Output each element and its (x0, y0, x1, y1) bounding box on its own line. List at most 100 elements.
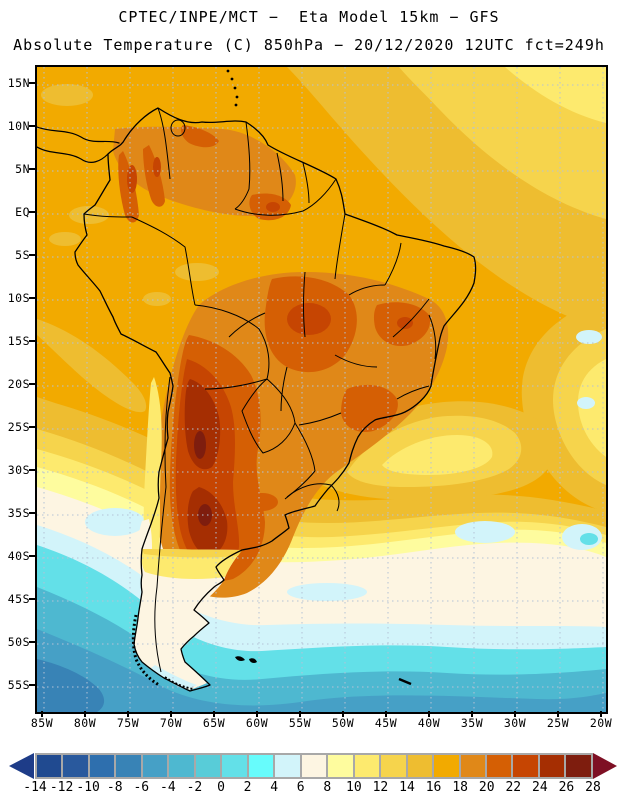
colorbar-cell (89, 755, 117, 777)
lon-tick-mark (471, 711, 473, 717)
colorbar-scale-value: -10 (76, 780, 100, 795)
lat-tick-label: 50S (7, 635, 30, 649)
colorbar-scale-value: -6 (133, 780, 150, 795)
lon-tick-mark (213, 711, 215, 717)
lat-tick-label: 15S (7, 334, 30, 348)
lat-tick-mark (29, 684, 36, 686)
lon-tick-mark (84, 711, 86, 717)
coastlines (37, 107, 477, 692)
colorbar-cell (381, 755, 408, 777)
colorbar-scale-value: -14 (23, 780, 47, 795)
colorbar-cell (142, 755, 170, 777)
lon-tick-label: 20W (589, 716, 613, 730)
lat-tick-mark (29, 512, 36, 514)
lon-tick-label: 75W (116, 716, 140, 730)
colorbar-scale-value: 0 (217, 780, 225, 795)
lat-tick-mark (29, 383, 36, 385)
colorbar-cell (222, 755, 249, 777)
lat-tick-label: 15N (7, 76, 30, 90)
lat-tick-label: 20S (7, 377, 30, 391)
colorbar-cell (116, 755, 143, 777)
colorbar-scale-value: -2 (186, 780, 203, 795)
model-title: CPTEC/INPE/MCT − Eta Model 15km − GFS (118, 8, 500, 26)
lat-tick-mark (29, 641, 36, 643)
lon-tick-mark (41, 711, 43, 717)
colorbar-scale-value: 22 (505, 780, 522, 795)
colorbar-cell (275, 755, 302, 777)
lat-tick-mark (29, 598, 36, 600)
colorbar-cell (328, 755, 355, 777)
colorbar-scale-value: -12 (49, 780, 74, 795)
lat-tick-mark (29, 125, 36, 127)
lat-tick-mark (29, 469, 36, 471)
map-frame (35, 65, 608, 714)
colorbar-cell (407, 755, 435, 777)
colorbar-scale-value: 6 (296, 780, 305, 795)
colorbar-scale-value: -4 (160, 780, 176, 795)
colorbar-scale-value: 28 (585, 780, 601, 795)
lat-tick-mark (29, 254, 36, 256)
lon-tick-label: 70W (159, 716, 183, 730)
lon-tick-label: 60W (245, 716, 269, 730)
islands-and-fjords (131, 69, 412, 690)
lat-tick-label: 10S (7, 291, 30, 305)
lon-tick-mark (342, 711, 344, 717)
lon-tick-label: 35W (460, 716, 484, 730)
colorbar-cell (248, 755, 276, 777)
colorbar-right-arrow-icon (593, 753, 617, 779)
lon-tick-label: 30W (503, 716, 527, 730)
lon-tick-mark (600, 711, 602, 717)
colorbar-scale-value: 18 (452, 780, 468, 795)
colorbar-cell (63, 755, 90, 777)
lat-tick-label: 55S (7, 678, 30, 692)
colorbar-scale-value: 10 (346, 780, 362, 795)
colorbar-cell (195, 755, 223, 777)
colorbar-cell (513, 755, 540, 777)
colorbar-scale-value: 20 (478, 780, 495, 795)
colorbar-cell (169, 755, 196, 777)
lat-tick-label: 30S (7, 463, 30, 477)
lon-tick-mark (514, 711, 516, 717)
lat-tick-mark (29, 82, 36, 84)
colorbar-cell (539, 755, 567, 777)
lon-tick-label: 40W (417, 716, 441, 730)
lat-tick-mark (29, 340, 36, 342)
lon-tick-mark (256, 711, 258, 717)
lon-tick-label: 45W (374, 716, 398, 730)
colorbar-scale-value: 4 (270, 780, 279, 795)
lat-tick-mark (29, 555, 36, 557)
lat-tick-label: 40S (7, 549, 30, 563)
lon-tick-label: 80W (73, 716, 97, 730)
colorbar-scale-value: 2 (243, 780, 252, 795)
lat-tick-label: 45S (7, 592, 30, 606)
lat-tick-mark (29, 297, 36, 299)
lon-tick-label: 65W (202, 716, 226, 730)
lat-tick-label: 5N (15, 162, 30, 176)
colorbar-scale-value: 12 (372, 780, 389, 795)
colorbar-scale-value: 16 (425, 780, 442, 795)
lat-tick-mark (29, 426, 36, 428)
colorbar-cell (37, 755, 64, 777)
colorbar-left-arrow-icon (9, 753, 34, 779)
lon-tick-label: 50W (331, 716, 355, 730)
lon-tick-mark (127, 711, 129, 717)
temperature-field-map (37, 67, 606, 712)
colorbar-scale-value: 14 (399, 780, 415, 795)
lon-tick-label: 25W (546, 716, 570, 730)
field-title: Absolute Temperature (C) 850hPa − 20/12/… (13, 36, 605, 54)
country-state-borders (83, 107, 437, 673)
colorbar-scale-value: -8 (106, 780, 123, 795)
lon-tick-mark (299, 711, 301, 717)
lat-tick-label: 35S (7, 506, 30, 520)
colorbar-cell (354, 755, 382, 777)
colorbar-cell (301, 755, 329, 777)
lat-tick-mark (29, 211, 36, 213)
lat-tick-mark (29, 168, 36, 170)
lon-tick-mark (385, 711, 387, 717)
lon-tick-label: 85W (30, 716, 54, 730)
lon-tick-mark (170, 711, 172, 717)
lat-tick-label: 10N (7, 119, 30, 133)
colorbar-cells (35, 753, 593, 779)
colorbar-scale-value: 24 (532, 780, 548, 795)
